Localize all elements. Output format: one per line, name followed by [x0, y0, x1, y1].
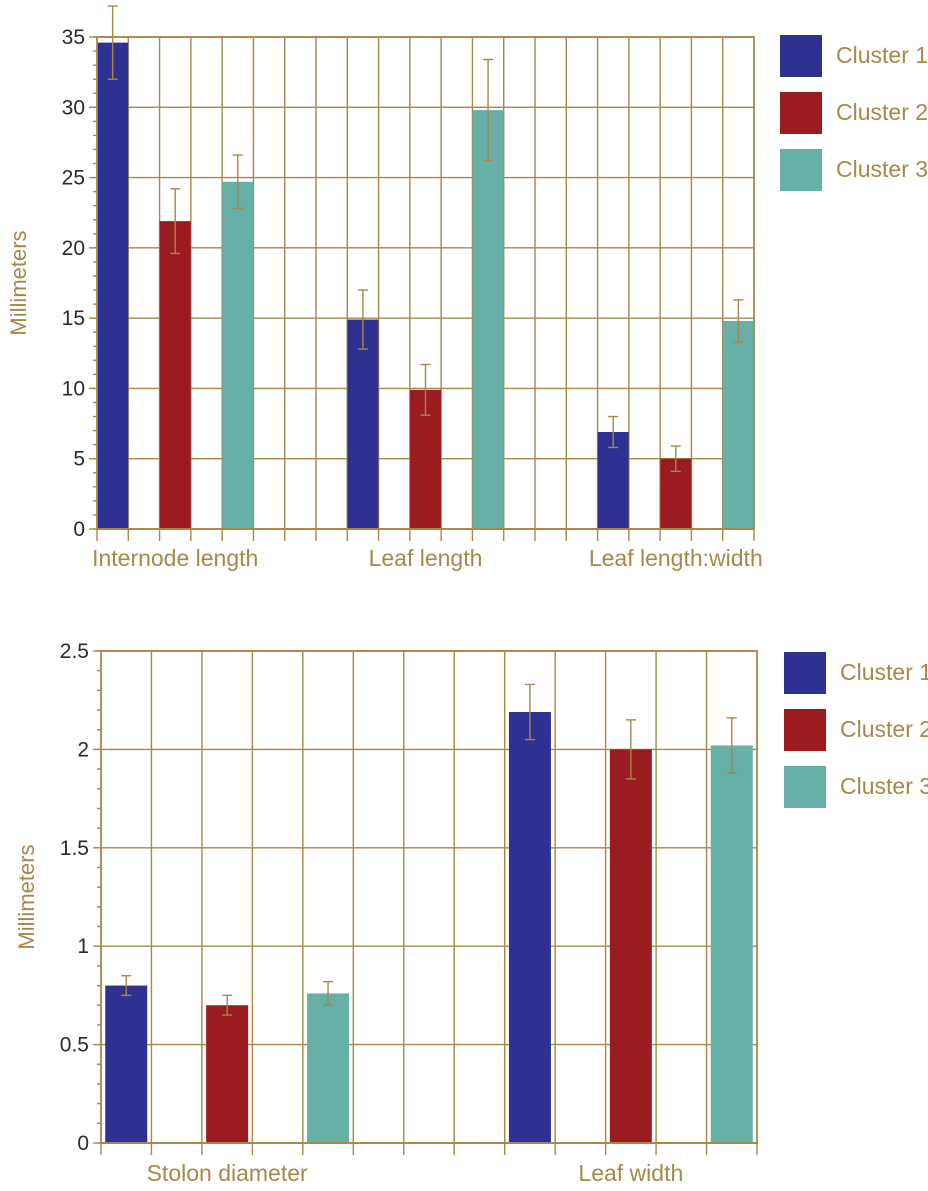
bar-cluster-1	[347, 319, 379, 529]
legend-swatch	[784, 652, 826, 694]
legend-swatch	[780, 92, 822, 134]
bar-cluster-2	[206, 1005, 249, 1143]
y-tick-label: 30	[62, 96, 85, 119]
legend-label: Cluster 2	[836, 99, 928, 125]
plot-frame	[100, 650, 758, 1144]
y-tick-label: 2	[77, 738, 89, 761]
x-category-label: Leaf length	[369, 545, 483, 571]
y-axis-title: Millimeters	[14, 844, 39, 949]
y-tick-label: 1	[77, 935, 89, 958]
legend-swatch	[784, 766, 826, 808]
x-category-label: Leaf width	[578, 1160, 683, 1186]
bar-cluster-1	[508, 712, 551, 1143]
y-tick-label: 20	[62, 237, 85, 260]
bar-cluster-3	[307, 993, 350, 1143]
bar-cluster-3	[472, 110, 504, 530]
bar-cluster-2	[609, 749, 652, 1143]
y-tick-label: 15	[62, 307, 85, 330]
x-category-label: Leaf length:width	[589, 545, 763, 571]
chart-stem-and-leaf-lengths: 0 5 10 15 20 25 30 35 Internode length Leaf lengt…	[6, 5, 928, 571]
bar-cluster-3	[710, 745, 753, 1143]
legend-label: Cluster 3	[836, 156, 928, 182]
y-tick-label: 5	[73, 448, 85, 471]
bar-cluster-1	[97, 42, 129, 529]
y-tick-label: 35	[62, 26, 85, 49]
bar-cluster-3	[222, 181, 254, 529]
legend-label: Cluster 1	[840, 659, 928, 685]
bar-cluster-1	[105, 985, 148, 1143]
x-category-label: Stolon diameter	[147, 1160, 308, 1186]
y-tick-label: 1.5	[60, 837, 89, 860]
y-tick-label: 2.5	[60, 640, 89, 663]
legend-swatch	[780, 149, 822, 191]
y-axis-title: Millimeters	[6, 230, 31, 335]
y-tick-label: 0	[77, 1132, 89, 1155]
y-tick-label: 25	[62, 167, 85, 190]
y-tick-label: 0.5	[60, 1034, 89, 1057]
bar-cluster-3	[722, 320, 754, 529]
y-tick-label: 0	[73, 518, 85, 541]
legend-swatch	[784, 709, 826, 751]
legend-label: Cluster 2	[840, 716, 928, 742]
legend-swatch	[780, 35, 822, 77]
x-category-label: Internode length	[92, 545, 258, 571]
legend-label: Cluster 3	[840, 773, 928, 799]
y-tick-label: 10	[62, 377, 85, 400]
chart-stolon-and-leaf-width: 0 0.5 1 1.5 2 2.5 Stolon diameter Leaf width Mil…	[14, 640, 928, 1186]
legend-label: Cluster 1	[836, 42, 928, 68]
bar-cluster-1	[597, 432, 629, 529]
bar-cluster-2	[159, 221, 191, 530]
